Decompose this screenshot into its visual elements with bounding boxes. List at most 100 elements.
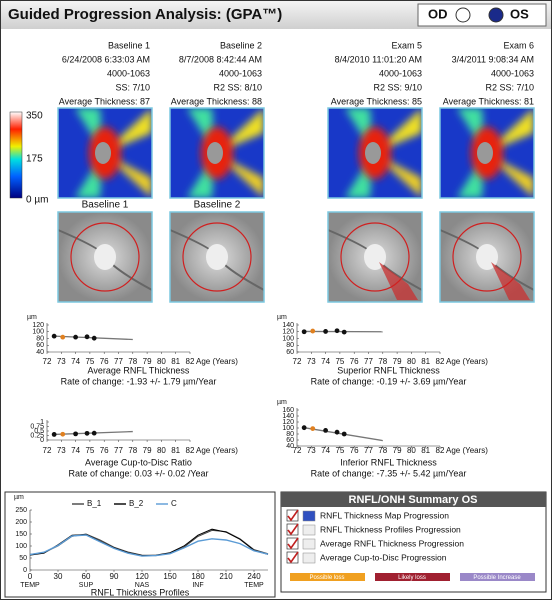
data-point <box>84 334 90 340</box>
region-label: TEMP <box>20 582 40 589</box>
scan-circle <box>452 222 522 292</box>
x-tick-label: 73 <box>57 357 66 366</box>
x-tick-label: 80 <box>157 446 166 455</box>
y-tick-label: 120 <box>282 419 294 426</box>
fundus-image <box>327 212 423 302</box>
exam-date: 8/4/2010 11:01:20 AM <box>335 54 422 64</box>
x-tick-label: 73 <box>307 446 316 455</box>
map-frame <box>439 107 535 199</box>
fundus-frame <box>439 211 535 303</box>
color-bar <box>9 111 23 199</box>
exam-name: Exam 6 <box>503 40 534 50</box>
data-point <box>323 428 328 433</box>
x-tick-label: 60 <box>82 572 91 581</box>
os-radio[interactable] <box>488 7 504 23</box>
y-tick-label: 100 <box>282 335 294 342</box>
check-mark <box>287 509 299 522</box>
x-tick-label: 80 <box>407 446 416 455</box>
exam-avg: Average Thickness: 87 <box>59 96 150 106</box>
od-radio[interactable] <box>455 7 471 23</box>
x-tick-label: 77 <box>364 446 373 455</box>
exam-name: Baseline 2 <box>220 40 262 50</box>
fundus-frame <box>169 211 265 303</box>
data-point <box>60 334 66 340</box>
exam-id: 4000-1063 <box>107 68 150 78</box>
x-tick-label: 82 <box>436 357 445 366</box>
y-tick-label: 80 <box>286 431 294 438</box>
key-label: Possible loss <box>309 575 344 581</box>
y-tick-label: 1 <box>40 419 44 426</box>
x-tick-label: 240 <box>247 572 261 581</box>
x-tick-label: 79 <box>143 446 152 455</box>
data-point <box>60 431 66 437</box>
colorbar-label: 175 <box>26 154 43 165</box>
fundus-label: Baseline 2 <box>194 200 241 211</box>
exam-avg: Average Thickness: 81 <box>443 96 534 106</box>
summary-row: RNFL Thickness Map Progression <box>320 510 449 520</box>
plot-title: Inferior RNFL Thickness <box>340 457 437 467</box>
y-tick-label: 60 <box>286 349 294 356</box>
colorbar-label: 0 µm <box>26 195 48 206</box>
x-tick-label: 180 <box>191 572 205 581</box>
data-point <box>323 329 328 334</box>
y-tick-label: 120 <box>282 329 294 336</box>
y-tick-label: 160 <box>282 407 294 414</box>
y-tick-label: 100 <box>32 329 44 336</box>
os-label[interactable]: OS <box>510 6 529 21</box>
x-tick-label: 78 <box>128 446 137 455</box>
key-swatch <box>375 573 450 581</box>
x-tick-label: 76 <box>100 446 109 455</box>
summary-title: RNFL/ONH Summary OS <box>349 494 478 506</box>
legend-label: B_1 <box>87 499 102 508</box>
checkbox <box>286 551 299 564</box>
exam-avg: Average Thickness: 88 <box>171 96 262 106</box>
data-point <box>310 328 316 334</box>
exam-name: Baseline 1 <box>108 40 150 50</box>
map-disc <box>95 142 111 164</box>
region-label: NAS <box>135 582 150 589</box>
x-tick-label: 79 <box>143 357 152 366</box>
key-label: Possible Increase <box>473 575 521 581</box>
profile-line <box>29 534 269 557</box>
y-tick-label: 80 <box>36 335 44 342</box>
y-tick-label: 50 <box>19 555 27 562</box>
x-tick-label: 82 <box>436 446 445 455</box>
x-tick-label: 81 <box>421 357 430 366</box>
fundus-label: Baseline 1 <box>82 200 129 211</box>
key-swatch <box>290 573 365 581</box>
region-label: TEMP <box>244 582 264 589</box>
x-tick-label: 72 <box>293 446 302 455</box>
optic-disc <box>94 244 116 270</box>
map-disc <box>207 142 223 164</box>
x-tick-label: 0 <box>28 572 33 581</box>
x-tick-label: 80 <box>157 357 166 366</box>
x-tick-label: 82 <box>186 357 195 366</box>
optic-disc <box>206 244 228 270</box>
plot-title: Average Cup-to-Disc Ratio <box>85 457 192 467</box>
key-label: Likely loss <box>398 575 426 581</box>
x-tick-label: 78 <box>378 357 387 366</box>
y-tick-label: 120 <box>32 322 44 329</box>
plot-rate: Rate of change: -0.19 +/- 3.69 µm/Year <box>311 376 467 386</box>
x-tick-label: 81 <box>171 357 180 366</box>
y-tick-label: 40 <box>286 443 294 450</box>
y-tick-label: 100 <box>15 543 27 550</box>
x-tick-label: 90 <box>110 572 119 581</box>
map-frame <box>57 107 153 199</box>
summary-row: Average RNFL Thickness Progression <box>320 538 464 548</box>
exam-ss: R2 SS: 7/10 <box>485 82 534 92</box>
x-tick-label: 82 <box>186 446 195 455</box>
y-tick-label: 0.25 <box>30 432 44 439</box>
data-point <box>334 328 340 334</box>
od-label[interactable]: OD <box>428 6 448 21</box>
y-tick-label: 0 <box>23 567 27 574</box>
map-disc <box>477 142 493 164</box>
checkbox <box>286 509 299 522</box>
exam-id: 4000-1063 <box>219 68 262 78</box>
data-point <box>341 329 347 335</box>
x-tick-label: 76 <box>350 446 359 455</box>
data-point <box>51 432 57 437</box>
exam-date: 3/4/2011 9:08:34 AM <box>452 54 534 64</box>
data-point <box>301 425 307 431</box>
x-tick-label: 77 <box>364 357 373 366</box>
